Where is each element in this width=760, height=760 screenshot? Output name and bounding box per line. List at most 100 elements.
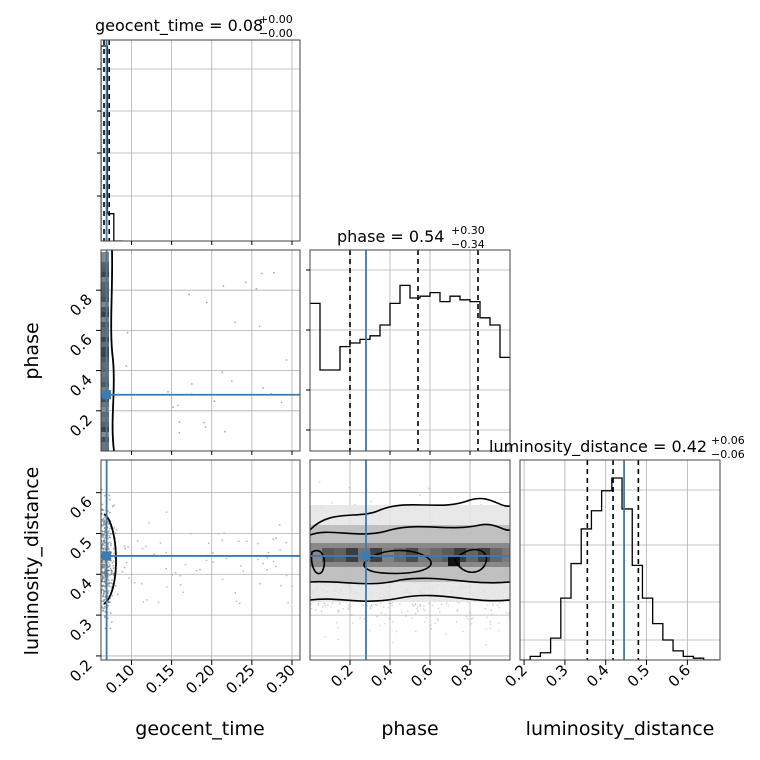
distance-geocent-scatter-point — [104, 568, 107, 571]
phase-geocent-density-cell — [101, 332, 109, 337]
distance-geocent-sparse-point — [266, 556, 269, 559]
title-luminosity-distance: luminosity_distance = 0.42 — [489, 437, 707, 457]
distance-phase-scatter-point — [347, 607, 350, 609]
distance-phase-scatter-point — [434, 622, 436, 625]
phase-geocent-density-cell — [101, 437, 109, 442]
distance-geocent-scatter-point — [109, 544, 112, 547]
distance-geocent-scatter-point — [113, 527, 115, 529]
phase-geocent-scatter-point — [260, 272, 263, 275]
distance-phase-density-cell — [334, 548, 346, 562]
distance-phase-scatter-point — [458, 602, 461, 604]
distance-phase-scatter-point — [427, 487, 430, 490]
phase-geocent-density-cell — [101, 252, 109, 257]
distance-geocent-sparse-point — [171, 574, 174, 576]
distance-phase-scatter-point — [351, 614, 353, 616]
distance-geocent-sparse-point — [127, 545, 130, 548]
distance-phase-scatter-point — [380, 612, 383, 614]
distance-phase-scatter-point — [318, 481, 321, 483]
luminosity-distance-ytick-label-3: 0.5 — [66, 534, 96, 564]
geocent-time-hist-bars — [101, 45, 124, 241]
phase-geocent-density-cell — [101, 387, 109, 392]
distance-geocent-sparse-point — [133, 581, 136, 584]
distance-geocent-scatter-point — [113, 504, 115, 507]
distance-phase-truth-point — [361, 551, 371, 561]
distance-phase-density-cell — [502, 548, 510, 562]
distance-geocent-scatter-point — [112, 547, 115, 550]
distance-geocent-truth-point — [102, 551, 112, 561]
distance-geocent-scatter-point — [103, 615, 106, 618]
distance-geocent-scatter-point — [101, 606, 104, 609]
distance-phase-scatter-point — [431, 604, 434, 606]
distance-geocent-scatter-point — [111, 582, 114, 585]
distance-geocent-scatter-point — [109, 563, 111, 566]
panel-frames — [100, 39, 721, 661]
phase-geocent-density-cell — [101, 297, 109, 302]
phase-geocent-scatter-point — [221, 371, 224, 374]
panel-distance-vs-geocent-time — [101, 460, 300, 660]
distance-geocent-sparse-point — [238, 602, 241, 605]
distance-geocent-scatter-point — [104, 585, 107, 588]
distance-phase-scatter-point — [324, 635, 326, 638]
distance-geocent-sparse-point — [128, 577, 130, 579]
distance-phase-scatter-point — [375, 603, 377, 606]
distance-phase-scatter-point — [342, 608, 345, 610]
distance-phase-scatter-point — [382, 606, 385, 608]
distance-geocent-scatter-point — [107, 531, 110, 534]
panel-phase-vs-geocent-time — [101, 250, 300, 451]
distance-geocent-scatter-point — [111, 505, 114, 508]
distance-geocent-scatter-point — [103, 607, 106, 610]
distance-geocent-scatter-point — [102, 594, 105, 597]
distance-geocent-sparse-point — [242, 570, 245, 572]
distance-phase-scatter-point — [456, 609, 459, 611]
phase-geocent-scatter-point — [224, 430, 226, 433]
phase-ytick-label-2: 0.6 — [66, 331, 96, 361]
distance-geocent-scatter-point — [101, 529, 104, 532]
distance-phase-scatter-point — [416, 608, 418, 610]
distance-geocent-sparse-point — [184, 563, 187, 566]
distance-geocent-sparse-point — [205, 559, 208, 562]
distance-geocent-scatter-point — [108, 589, 110, 592]
distance-geocent-scatter-point — [108, 534, 111, 537]
distance-geocent-scatter-point — [107, 537, 110, 540]
distance-geocent-scatter-point — [101, 533, 104, 536]
distance-phase-scatter-point — [430, 628, 433, 630]
phase-geocent-density-cell — [101, 357, 109, 362]
distance-phase-scatter-point — [416, 605, 419, 608]
distance-geocent-scatter-point — [103, 533, 106, 536]
phase-geocent-scatter-point — [177, 404, 179, 407]
phase-geocent-density-cell — [101, 397, 109, 402]
phase-geocent-density-cell — [101, 342, 109, 347]
phase-geocent-scatter-point — [255, 287, 258, 290]
distance-phase-scatter-point — [310, 607, 313, 610]
distance-phase-scatter-point — [347, 608, 350, 611]
distance-geocent-scatter-point — [101, 576, 104, 578]
distance-phase-scatter-point — [395, 630, 398, 633]
distance-phase-scatter-point — [411, 603, 414, 606]
distance-phase-density-peak — [448, 556, 460, 566]
distance-geocent-scatter-point — [109, 612, 112, 615]
distance-geocent-sparse-point — [257, 542, 259, 545]
distance-geocent-sparse-point — [275, 565, 277, 568]
distance-geocent-sparse-point — [190, 532, 192, 535]
phase-geocent-scatter-point — [203, 421, 205, 424]
distance-phase-scatter-point — [317, 602, 320, 605]
distance-phase-scatter-point — [391, 604, 393, 607]
distance-geocent-sparse-point — [239, 565, 242, 567]
distance-phase-scatter-point — [401, 611, 403, 614]
distance-phase-scatter-point — [498, 622, 500, 625]
phase-geocent-density-cell — [101, 302, 109, 307]
distance-phase-scatter-point — [337, 609, 339, 611]
distance-geocent-sparse-point — [251, 572, 254, 575]
title-geocent-time-plus: +0.00 — [259, 13, 293, 26]
distance-phase-scatter-point — [470, 618, 473, 620]
title-luminosity-distance-plus: +0.06 — [711, 434, 745, 447]
distance-phase-scatter-point — [399, 603, 401, 606]
distance-geocent-sparse-point — [108, 574, 111, 577]
distance-phase-scatter-point — [414, 603, 417, 606]
distance-geocent-scatter-point — [104, 523, 107, 526]
phase-geocent-scatter-point — [245, 281, 247, 284]
phase-geocent-density-cell — [101, 382, 109, 387]
distance-geocent-sparse-point — [165, 585, 168, 588]
distance-geocent-sparse-point — [221, 578, 224, 581]
